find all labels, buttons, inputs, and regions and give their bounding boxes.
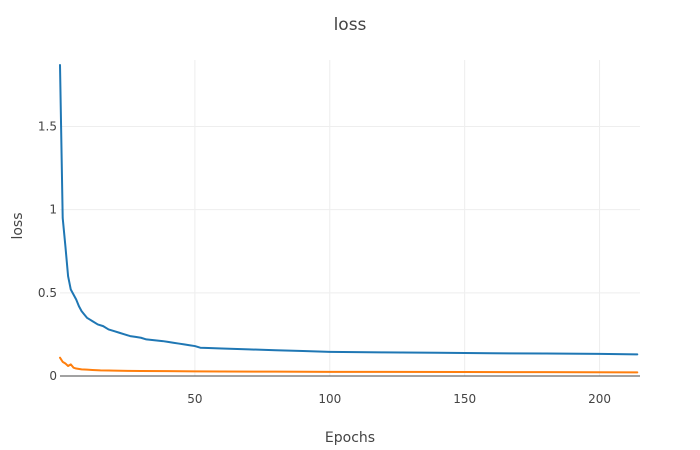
chart-title: loss [334, 15, 367, 35]
y-tick-label: 1 [49, 203, 57, 217]
series-line-orange [59, 356, 639, 374]
series-line-blue [59, 63, 639, 356]
labels-layer: loss Epochs loss [10, 15, 375, 446]
axis-layer: 50 100 150 200 0 0.5 1 1.5 [38, 120, 640, 406]
x-tick-label: 100 [318, 392, 341, 406]
y-tick-label: 0.5 [38, 286, 57, 300]
x-tick-label: 50 [187, 392, 202, 406]
x-axis-title: Epochs [325, 430, 375, 446]
x-tick-label: 200 [588, 392, 611, 406]
y-axis-title: loss [10, 212, 26, 239]
y-tick-label: 1.5 [38, 120, 57, 134]
x-tick-label: 150 [453, 392, 476, 406]
y-tick-label: 0 [49, 369, 57, 383]
series-layer [59, 63, 639, 374]
grid-layer [60, 60, 640, 376]
